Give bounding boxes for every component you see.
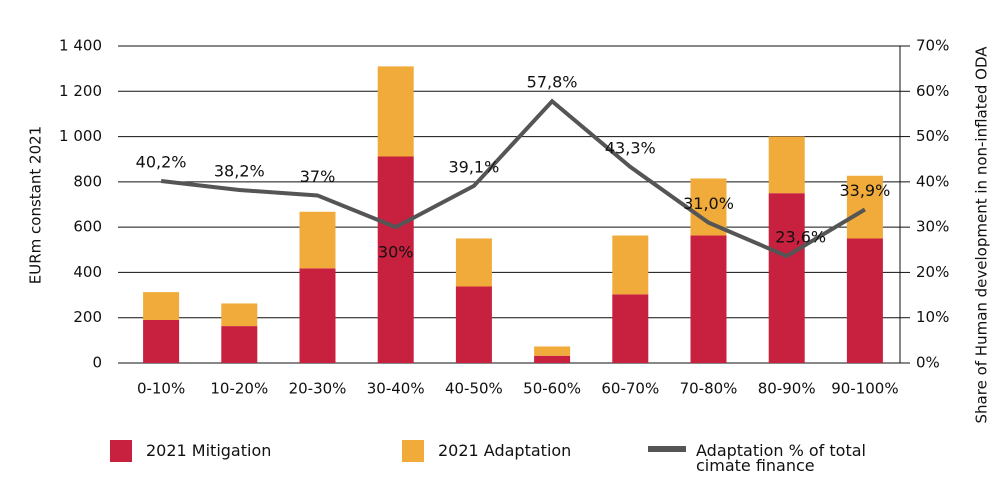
legend-label: 2021 Mitigation bbox=[146, 441, 272, 460]
y-tick-label: 200 bbox=[73, 308, 102, 326]
y-tick-label: 800 bbox=[73, 172, 102, 190]
y2-tick-label: 40% bbox=[916, 172, 949, 190]
x-tick-label: 20-30% bbox=[289, 380, 347, 398]
y2-tick-label: 20% bbox=[916, 263, 949, 281]
data-label: 23,6% bbox=[775, 228, 826, 247]
y-tick-label: 1 200 bbox=[59, 82, 102, 100]
bar bbox=[221, 326, 258, 363]
bar bbox=[534, 355, 571, 363]
legend-swatch bbox=[648, 446, 686, 452]
bar bbox=[455, 238, 492, 287]
data-label: 37% bbox=[300, 167, 336, 186]
bar bbox=[299, 211, 336, 269]
bar bbox=[455, 286, 492, 363]
bar bbox=[612, 294, 649, 363]
legend-swatch bbox=[402, 440, 424, 462]
bar bbox=[612, 235, 649, 295]
x-tick-label: 80-90% bbox=[758, 380, 816, 398]
x-tick-label: 0-10% bbox=[137, 380, 185, 398]
data-label: 33,9% bbox=[839, 181, 890, 200]
y-tick-label: 400 bbox=[73, 263, 102, 281]
x-tick-label: 60-70% bbox=[601, 380, 659, 398]
x-tick-label: 40-50% bbox=[445, 380, 503, 398]
bar bbox=[690, 235, 727, 363]
y2-axis-label: Share of Human development in non-inflat… bbox=[973, 46, 991, 424]
bar bbox=[221, 303, 258, 327]
data-label: 43,3% bbox=[605, 138, 656, 157]
data-label: 38,2% bbox=[214, 162, 265, 181]
line bbox=[160, 98, 866, 259]
y-tick-label: 1 000 bbox=[59, 127, 102, 145]
y-axis-label: EURm constant 2021 bbox=[27, 126, 45, 284]
data-label: 31,0% bbox=[683, 194, 734, 213]
bar bbox=[534, 346, 571, 356]
bar bbox=[143, 292, 180, 320]
x-tick-label: 50-60% bbox=[523, 380, 581, 398]
y2-tick-label: 60% bbox=[916, 82, 949, 100]
legend-label: Adaptation % of total cimate finance bbox=[696, 441, 866, 475]
bar bbox=[143, 319, 180, 363]
bar bbox=[768, 193, 805, 363]
y-tick-label: 1 400 bbox=[59, 37, 102, 55]
bar bbox=[377, 66, 414, 157]
bar bbox=[377, 156, 414, 363]
x-tick-label: 90-100% bbox=[831, 380, 898, 398]
bar bbox=[768, 136, 805, 194]
bar bbox=[846, 238, 883, 363]
y2-tick-label: 10% bbox=[916, 308, 949, 326]
y2-tick-label: 50% bbox=[916, 127, 949, 145]
y2-tick-label: 0% bbox=[916, 354, 940, 372]
bar bbox=[299, 268, 336, 363]
y2-tick-label: 30% bbox=[916, 218, 949, 236]
data-label: 40,2% bbox=[136, 152, 187, 171]
y-tick-label: 600 bbox=[73, 218, 102, 236]
data-label: 30% bbox=[378, 243, 414, 262]
data-label: 39,1% bbox=[448, 157, 499, 176]
x-tick-label: 30-40% bbox=[367, 380, 425, 398]
y-tick-label: 0 bbox=[92, 354, 102, 372]
x-tick-label: 70-80% bbox=[680, 380, 738, 398]
legend-swatch bbox=[110, 440, 132, 462]
bar bbox=[846, 175, 883, 239]
x-tick-label: 10-20% bbox=[210, 380, 268, 398]
data-label: 57,8% bbox=[527, 73, 578, 92]
legend-label: 2021 Adaptation bbox=[438, 441, 572, 460]
y2-tick-label: 70% bbox=[916, 37, 949, 55]
